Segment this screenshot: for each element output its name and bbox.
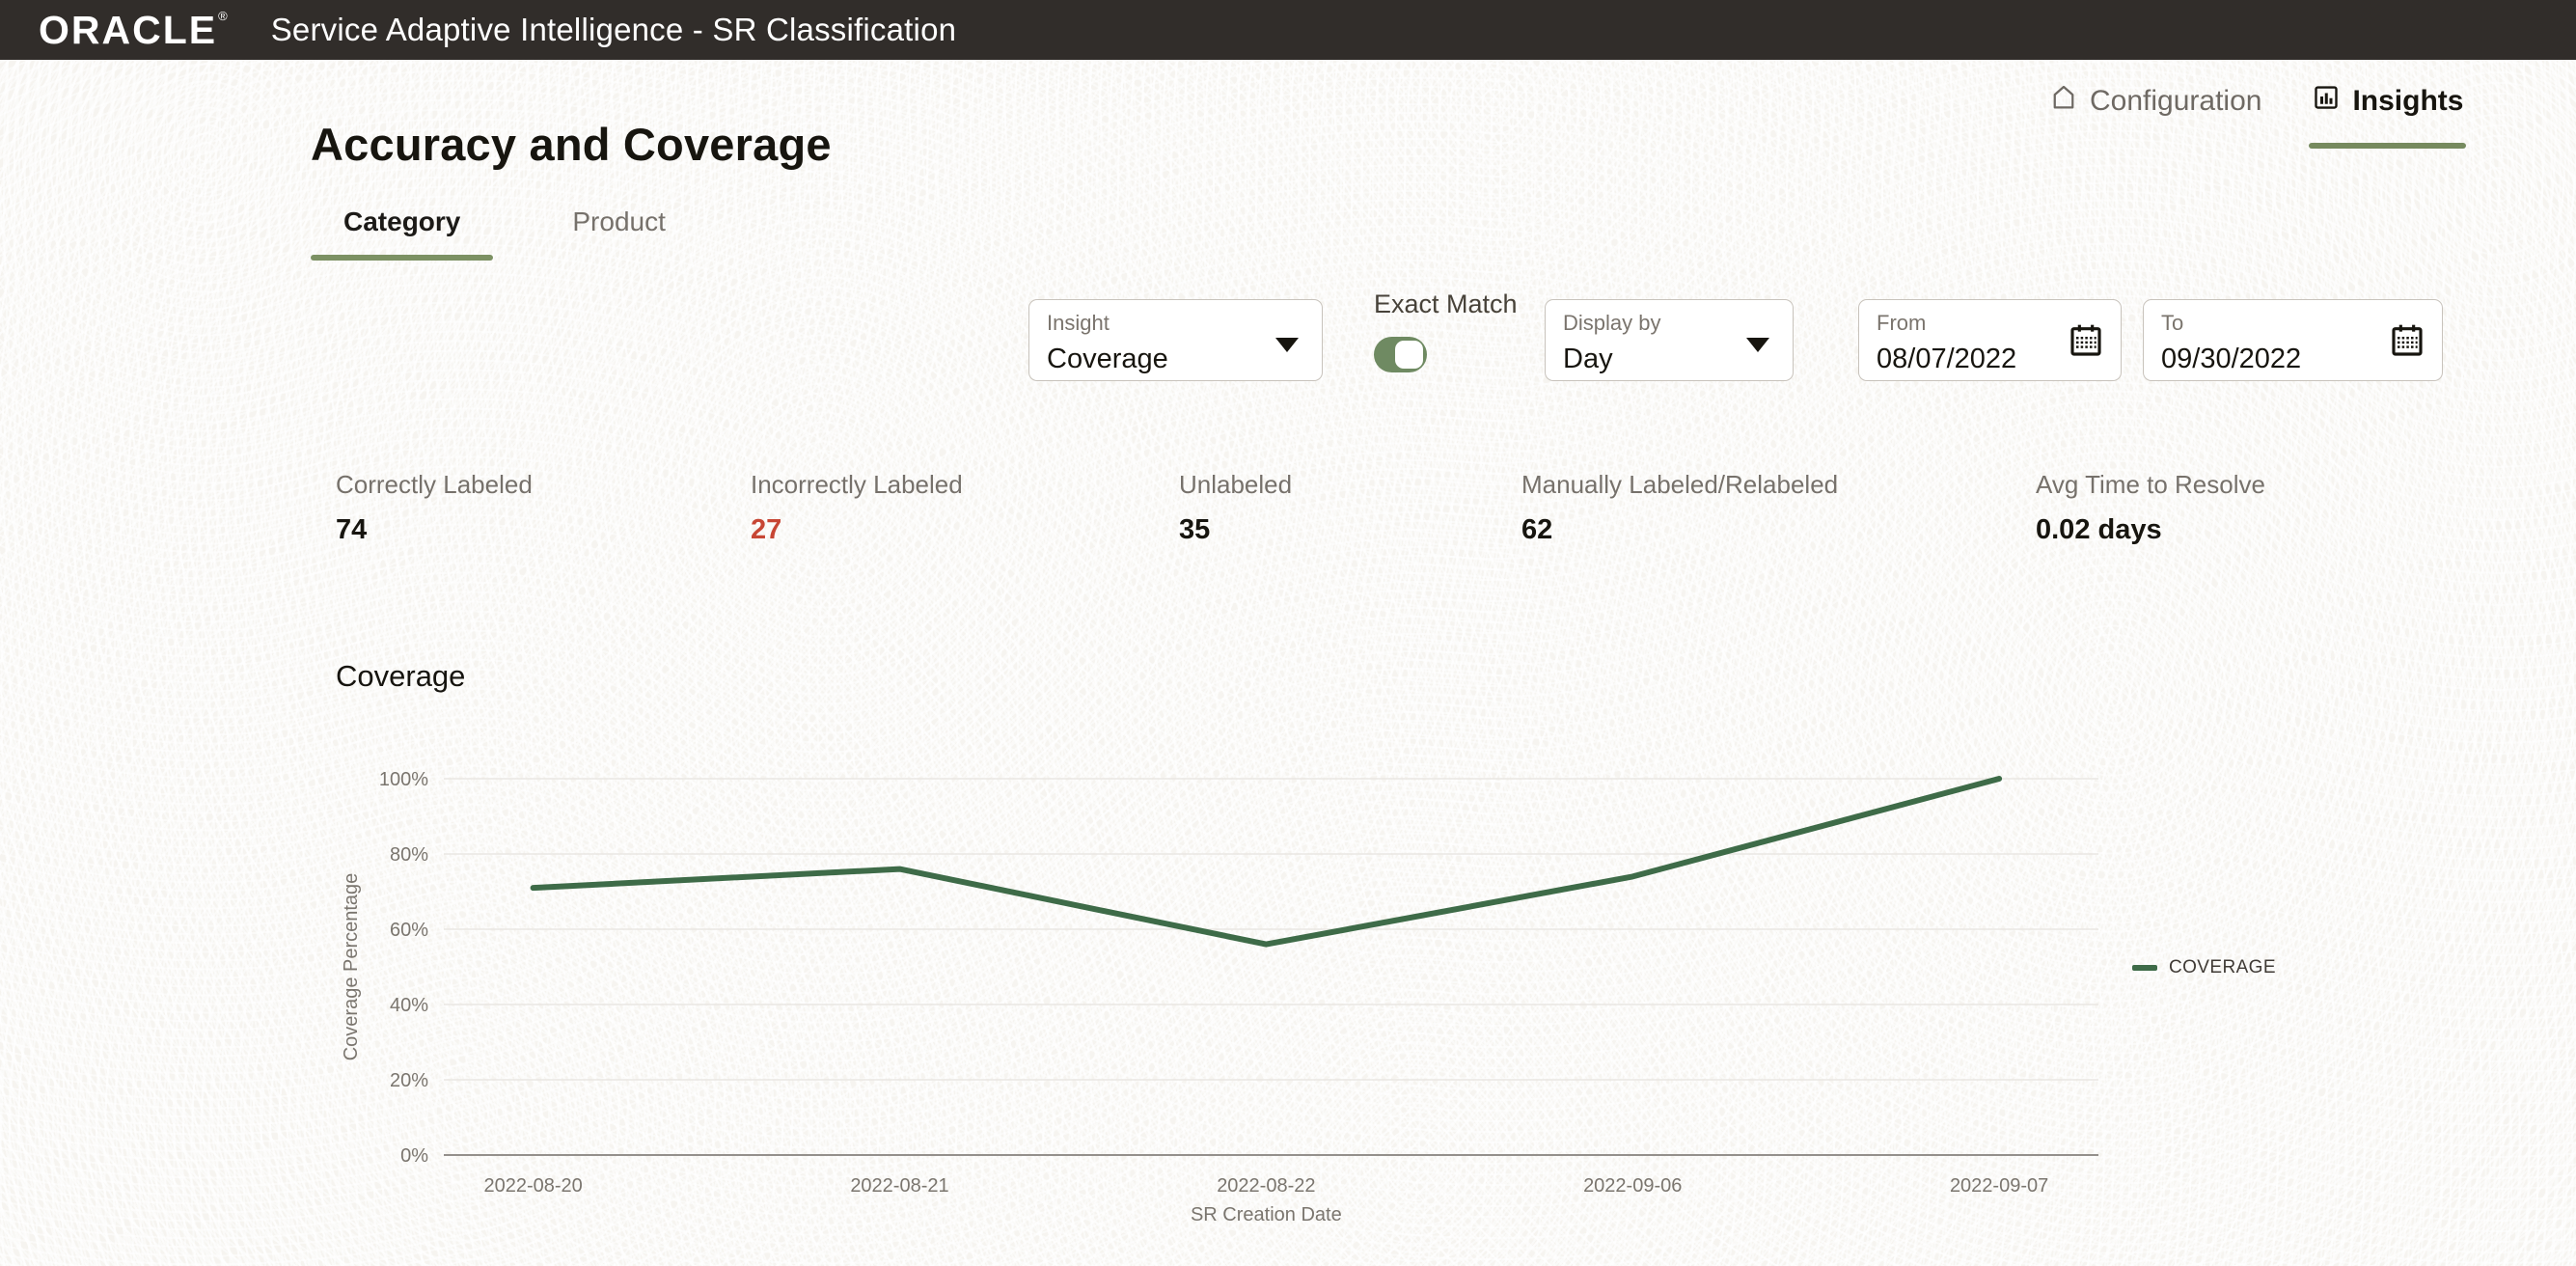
svg-text:SR Creation Date: SR Creation Date bbox=[1191, 1204, 1342, 1225]
stat-unlabeled: Unlabeled 35 bbox=[1179, 470, 1292, 546]
stat-value: 74 bbox=[336, 514, 368, 545]
stat-label: Correctly Labeled bbox=[336, 470, 533, 499]
stat-incorrectly-labeled: Incorrectly Labeled 27 bbox=[751, 470, 963, 546]
registered-mark: ® bbox=[218, 8, 228, 23]
date-from-label: From bbox=[1877, 311, 1927, 335]
oracle-wordmark: ORACLE bbox=[39, 7, 218, 52]
svg-text:2022-09-07: 2022-09-07 bbox=[1950, 1175, 2048, 1197]
date-from-field[interactable]: From 08/07/2022 bbox=[1858, 299, 2122, 381]
exact-match-label: Exact Match bbox=[1374, 289, 1518, 318]
calendar-icon[interactable] bbox=[2067, 321, 2105, 365]
svg-text:0%: 0% bbox=[400, 1145, 428, 1167]
nav-insights[interactable]: Insights bbox=[2309, 83, 2467, 149]
svg-text:2022-08-20: 2022-08-20 bbox=[483, 1175, 582, 1197]
chevron-down-icon bbox=[1275, 338, 1299, 352]
app-title: Service Adaptive Intelligence - SR Class… bbox=[270, 12, 957, 47]
nav-insights-label: Insights bbox=[2352, 85, 2464, 117]
page-title: Accuracy and Coverage bbox=[311, 119, 832, 170]
svg-text:2022-08-22: 2022-08-22 bbox=[1217, 1175, 1315, 1197]
coverage-line-chart: 0% 20% 40% 60% 80% 100% 2022-08-20 2022-08-21 20… bbox=[341, 769, 2098, 1225]
stat-value: 27 bbox=[751, 514, 782, 545]
calendar-icon[interactable] bbox=[2388, 321, 2426, 365]
insight-select-label: Insight bbox=[1047, 311, 1110, 335]
svg-text:100%: 100% bbox=[379, 769, 428, 790]
legend-series-label: COVERAGE bbox=[2169, 957, 2276, 977]
stat-label: Avg Time to Resolve bbox=[2036, 470, 2265, 499]
display-by-label: Display by bbox=[1563, 311, 1661, 335]
legend-line-swatch bbox=[2132, 965, 2157, 971]
chevron-down-icon bbox=[1746, 338, 1769, 352]
home-icon bbox=[2049, 83, 2078, 120]
chart-title: Coverage bbox=[336, 659, 466, 693]
svg-text:2022-09-06: 2022-09-06 bbox=[1583, 1175, 1682, 1197]
tab-category[interactable]: Category bbox=[311, 206, 494, 261]
exact-match-toggle[interactable] bbox=[1374, 337, 1427, 372]
top-navigation: Configuration Insights bbox=[2049, 83, 2467, 149]
display-by-value: Day bbox=[1563, 344, 1613, 375]
tab-product[interactable]: Product bbox=[572, 206, 666, 236]
svg-text:60%: 60% bbox=[390, 920, 428, 941]
svg-text:20%: 20% bbox=[390, 1070, 428, 1091]
stat-manually-labeled: Manually Labeled/Relabeled 62 bbox=[1521, 470, 1838, 546]
bar-chart-icon bbox=[2312, 83, 2341, 120]
svg-text:2022-08-21: 2022-08-21 bbox=[850, 1175, 948, 1197]
stat-correctly-labeled: Correctly Labeled 74 bbox=[336, 470, 533, 546]
chart-legend: COVERAGE bbox=[2132, 957, 2276, 978]
svg-text:40%: 40% bbox=[390, 995, 428, 1016]
date-to-field[interactable]: To 09/30/2022 bbox=[2143, 299, 2443, 381]
stat-label: Manually Labeled/Relabeled bbox=[1521, 470, 1839, 499]
date-to-label: To bbox=[2161, 311, 2184, 335]
stat-value: 35 bbox=[1179, 514, 1211, 545]
svg-text:Coverage Percentage: Coverage Percentage bbox=[341, 873, 362, 1061]
app-header: ORACLE® Service Adaptive Intelligence - … bbox=[0, 0, 2576, 60]
display-by-select[interactable]: Display by Day bbox=[1545, 299, 1794, 381]
nav-configuration-label: Configuration bbox=[2090, 85, 2262, 117]
stat-avg-time-to-resolve: Avg Time to Resolve 0.02 days bbox=[2036, 470, 2265, 546]
oracle-logo: ORACLE® bbox=[39, 7, 228, 52]
date-to-value: 09/30/2022 bbox=[2161, 344, 2302, 375]
nav-configuration[interactable]: Configuration bbox=[2049, 83, 2261, 120]
stat-value: 0.02 days bbox=[2036, 514, 2162, 545]
stat-label: Unlabeled bbox=[1179, 470, 1293, 499]
toggle-knob bbox=[1395, 341, 1423, 369]
stat-label: Incorrectly Labeled bbox=[751, 470, 963, 499]
insight-select[interactable]: Insight Coverage bbox=[1028, 299, 1323, 381]
insight-select-value: Coverage bbox=[1047, 344, 1168, 375]
date-from-value: 08/07/2022 bbox=[1877, 344, 2017, 375]
stat-value: 62 bbox=[1521, 514, 1553, 545]
category-product-tabs: Category Product bbox=[311, 206, 699, 261]
svg-text:80%: 80% bbox=[390, 844, 428, 866]
